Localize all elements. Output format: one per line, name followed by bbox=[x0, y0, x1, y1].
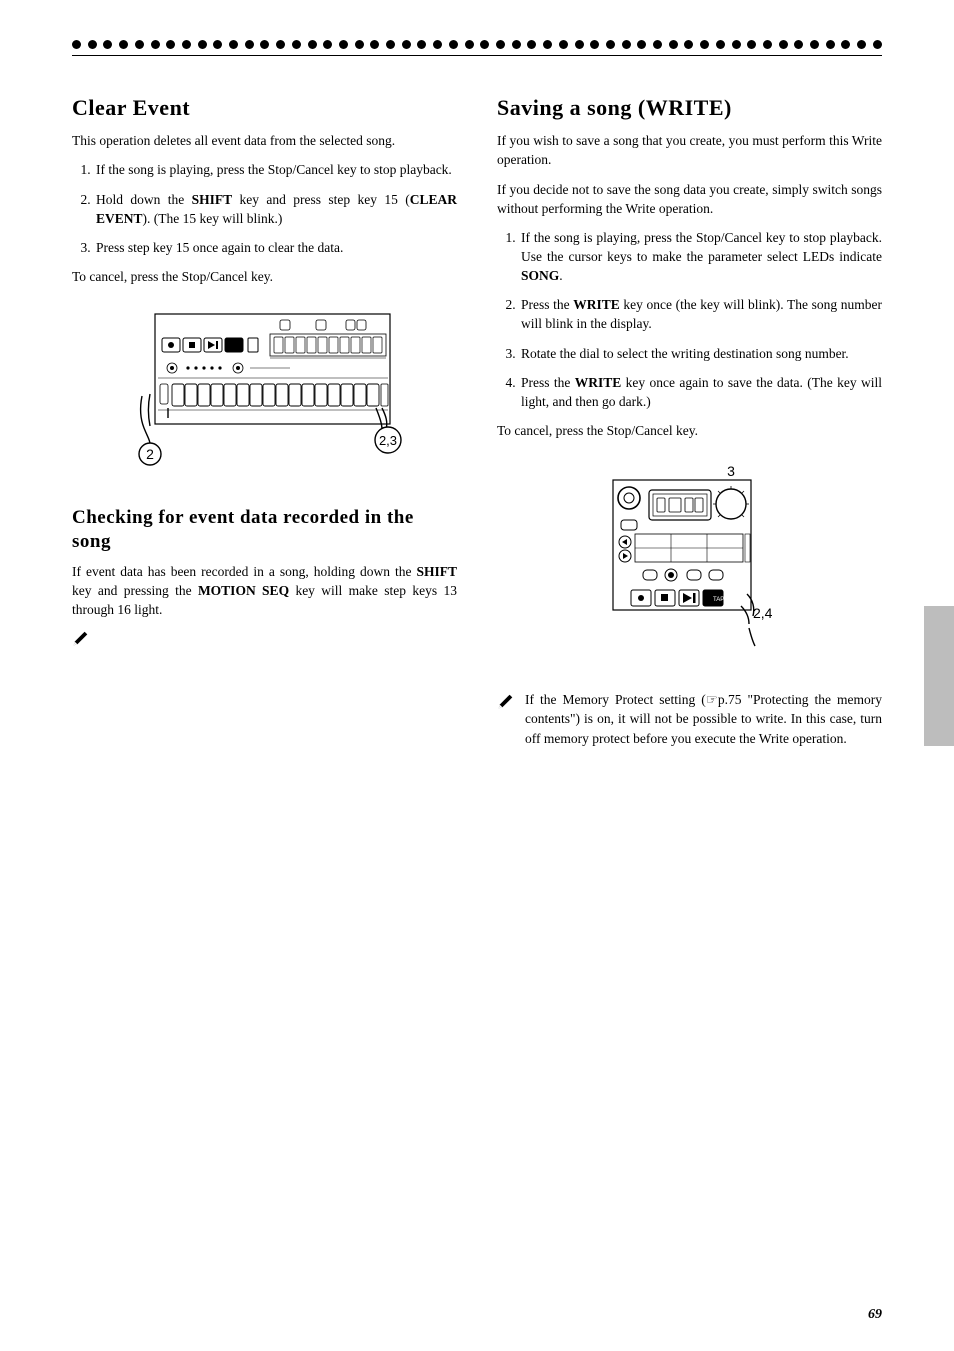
header-dot-rule bbox=[72, 40, 882, 55]
device-panel-illustration: 2 2,3 bbox=[120, 306, 410, 466]
callout-label-top: 3 bbox=[727, 463, 735, 479]
clear-event-cancel: To cancel, press the Stop/Cancel key. bbox=[72, 267, 457, 286]
song-label: SONG bbox=[521, 268, 559, 283]
pencil-note-icon bbox=[72, 629, 90, 647]
pencil-note-icon bbox=[497, 692, 515, 710]
text: If event data has been recorded in a son… bbox=[72, 564, 416, 579]
two-column-layout: Clear Event This operation deletes all e… bbox=[72, 92, 882, 748]
text: . bbox=[559, 268, 562, 283]
clear-event-figure: 2 2,3 bbox=[72, 306, 457, 466]
text: Hold down the bbox=[96, 192, 192, 207]
check-event-para: If event data has been recorded in a son… bbox=[72, 562, 457, 619]
header-underline bbox=[72, 55, 882, 56]
list-item: Rotate the dial to select the writing de… bbox=[519, 344, 882, 363]
write-heading: Saving a song (WRITE) bbox=[497, 92, 882, 123]
write-key-label: WRITE bbox=[573, 297, 620, 312]
clear-event-heading: Clear Event bbox=[72, 92, 457, 123]
list-item: Press step key 15 once again to clear th… bbox=[94, 238, 457, 257]
text: key and press step key 15 ( bbox=[232, 192, 410, 207]
list-item: If the song is playing, press the Stop/C… bbox=[94, 160, 457, 179]
shift-key-label: SHIFT bbox=[416, 564, 457, 579]
note-block: If the Memory Protect setting (☞p.75 "Pr… bbox=[497, 690, 882, 747]
list-item: If the song is playing, press the Stop/C… bbox=[519, 228, 882, 285]
left-column: Clear Event This operation deletes all e… bbox=[72, 92, 457, 748]
list-item: Hold down the SHIFT key and press step k… bbox=[94, 190, 457, 228]
callout-label-right: 2,3 bbox=[378, 433, 396, 448]
text: If the song is playing, press the Stop/C… bbox=[521, 230, 882, 264]
list-item: Press the WRITE key once again to save t… bbox=[519, 373, 882, 411]
text: Press the bbox=[521, 297, 573, 312]
text: Press the bbox=[521, 375, 575, 390]
shift-key-label: SHIFT bbox=[192, 192, 233, 207]
motion-seq-key-label: MOTION SEQ bbox=[198, 583, 289, 598]
note-block bbox=[72, 629, 457, 652]
write-intro-1: If you wish to save a song that you crea… bbox=[497, 131, 882, 169]
memory-protect-note: If the Memory Protect setting (☞p.75 "Pr… bbox=[525, 690, 882, 747]
write-key-label: WRITE bbox=[575, 375, 622, 390]
section-thumb-tab bbox=[924, 606, 954, 746]
clear-event-intro: This operation deletes all event data fr… bbox=[72, 131, 457, 150]
write-cancel: To cancel, press the Stop/Cancel key. bbox=[497, 421, 882, 440]
write-steps: If the song is playing, press the Stop/C… bbox=[519, 228, 882, 411]
page-number: 69 bbox=[868, 1307, 882, 1323]
write-intro-2: If you decide not to save the song data … bbox=[497, 180, 882, 218]
device-top-panel-illustration: TAP 3 2,4 bbox=[595, 460, 785, 650]
text: key and pressing the bbox=[72, 583, 198, 598]
callout-label-bottom: 2,4 bbox=[753, 605, 773, 621]
clear-event-steps: If the song is playing, press the Stop/C… bbox=[94, 160, 457, 257]
right-column: Saving a song (WRITE) If you wish to sav… bbox=[497, 92, 882, 748]
list-item: Press the WRITE key once (the key will b… bbox=[519, 295, 882, 333]
text: ). (The 15 key will blink.) bbox=[143, 211, 283, 226]
callout-label-left: 2 bbox=[146, 446, 154, 462]
svg-text:TAP: TAP bbox=[713, 597, 724, 603]
write-figure: TAP 3 2,4 bbox=[497, 460, 882, 650]
check-event-heading: Checking for event data recorded in the … bbox=[72, 506, 457, 554]
